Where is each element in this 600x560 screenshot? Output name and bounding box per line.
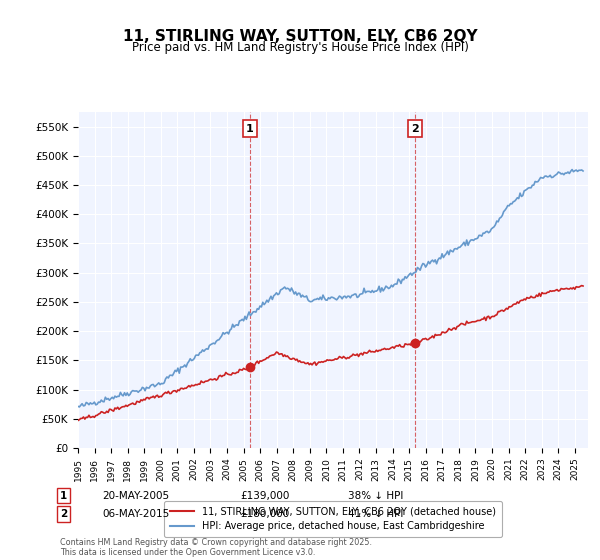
Text: Price paid vs. HM Land Registry's House Price Index (HPI): Price paid vs. HM Land Registry's House … — [131, 41, 469, 54]
Text: £139,000: £139,000 — [240, 491, 289, 501]
Text: 06-MAY-2015: 06-MAY-2015 — [102, 509, 169, 519]
Text: Contains HM Land Registry data © Crown copyright and database right 2025.
This d: Contains HM Land Registry data © Crown c… — [60, 538, 372, 557]
Text: 11, STIRLING WAY, SUTTON, ELY, CB6 2QY: 11, STIRLING WAY, SUTTON, ELY, CB6 2QY — [122, 29, 478, 44]
Text: £180,000: £180,000 — [240, 509, 289, 519]
Text: 41% ↓ HPI: 41% ↓ HPI — [348, 509, 403, 519]
Text: 38% ↓ HPI: 38% ↓ HPI — [348, 491, 403, 501]
Text: 1: 1 — [246, 124, 254, 134]
Text: 2: 2 — [411, 124, 419, 134]
Text: 20-MAY-2005: 20-MAY-2005 — [102, 491, 169, 501]
Legend: 11, STIRLING WAY, SUTTON, ELY, CB6 2QY (detached house), HPI: Average price, det: 11, STIRLING WAY, SUTTON, ELY, CB6 2QY (… — [164, 501, 502, 537]
Text: 2: 2 — [60, 509, 67, 519]
Text: 1: 1 — [60, 491, 67, 501]
